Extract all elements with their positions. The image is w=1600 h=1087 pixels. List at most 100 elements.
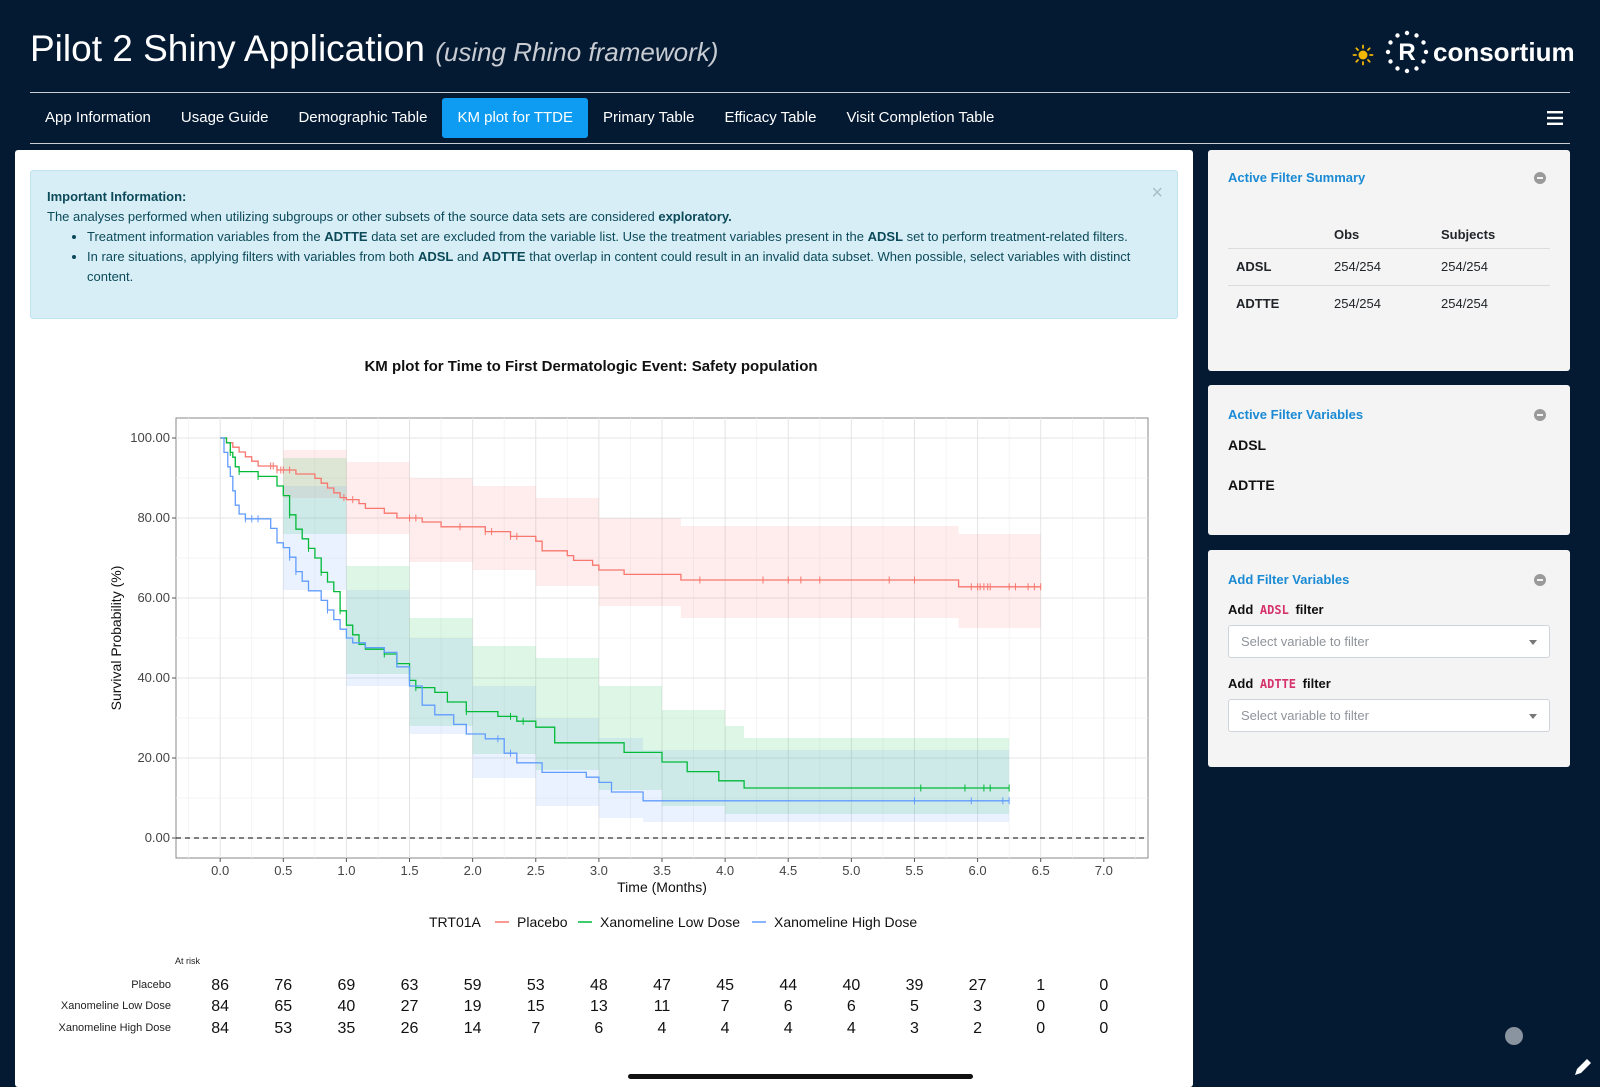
alert-bold: ADSL <box>867 229 904 244</box>
risk-count: 59 <box>464 977 482 994</box>
chart-title: KM plot for Time to First Dermatologic E… <box>364 358 817 375</box>
risk-count: 48 <box>590 977 608 994</box>
row-name: ADSL <box>1228 248 1326 286</box>
risk-count: 3 <box>910 1020 919 1037</box>
risk-count: 86 <box>211 977 229 994</box>
obs-cell: 254/254 <box>1326 248 1433 286</box>
select-placeholder: Select variable to filter <box>1241 634 1369 649</box>
add-adsl-label: Add ADSL filter <box>1228 602 1324 617</box>
collapse-icon[interactable] <box>1534 574 1546 586</box>
risk-count: 6 <box>784 998 793 1015</box>
x-tick-label: 5.5 <box>905 863 923 878</box>
risk-count: 5 <box>910 998 919 1015</box>
app-subtitle: (using Rhino framework) <box>435 37 719 67</box>
risk-count: 0 <box>1099 1020 1108 1037</box>
x-tick-label: 3.0 <box>590 863 608 878</box>
home-indicator <box>628 1074 973 1079</box>
alert-list: Treatment information variables from the… <box>87 227 1161 287</box>
dataset-label-adsl: ADSL <box>1228 437 1267 453</box>
risk-count: 40 <box>842 977 860 994</box>
add-word: Add <box>1228 676 1254 691</box>
ci-band-3 <box>220 438 1010 822</box>
ci-band-2 <box>220 438 1010 814</box>
tab-app-information[interactable]: App Information <box>45 109 151 126</box>
risk-count: 40 <box>338 998 356 1015</box>
r-consortium-logo: R consortium <box>1385 30 1575 74</box>
legend-item-1: Placebo <box>517 914 568 930</box>
risk-row-label: Xanomeline High Dose <box>58 1022 171 1034</box>
tab-demographic-table[interactable]: Demographic Table <box>298 109 428 126</box>
risk-row-label: Placebo <box>131 979 171 991</box>
app-header: Pilot 2 Shiny Application (using Rhino f… <box>0 0 1600 92</box>
risk-count: 6 <box>847 998 856 1015</box>
column-header: Obs <box>1326 222 1433 249</box>
y-tick-label: 100.00 <box>130 430 170 445</box>
tab-usage-guide[interactable]: Usage Guide <box>180 109 269 126</box>
hamburger-icon[interactable] <box>1546 108 1564 128</box>
adtte-code: ADTTE <box>1259 677 1297 691</box>
risk-count: 3 <box>973 998 982 1015</box>
x-tick-label: 5.0 <box>842 863 860 878</box>
close-icon[interactable]: × <box>1151 182 1163 204</box>
filter-summary-table: Obs Subjects ADSL 254/254 254/254 ADTTE … <box>1228 222 1550 322</box>
table-row: ADTTE 254/254 254/254 <box>1228 285 1550 322</box>
collapse-icon[interactable] <box>1534 409 1546 421</box>
column-header: Subjects <box>1433 222 1550 249</box>
tab-primary-table[interactable]: Primary Table <box>603 109 695 126</box>
km-curve-3 <box>220 437 1010 802</box>
alert-text: and <box>453 249 483 264</box>
sun-icon[interactable] <box>1352 44 1374 66</box>
risk-count: 53 <box>274 1020 292 1037</box>
y-tick-label: 0.00 <box>145 830 170 845</box>
main-nav: App Information Usage Guide Demographic Ta… <box>30 98 1009 138</box>
risk-count: 39 <box>906 977 924 994</box>
alert-bullet: Treatment information variables from the… <box>87 227 1161 247</box>
tab-efficacy-table[interactable]: Efficacy Table <box>724 109 817 126</box>
risk-count: 4 <box>658 1020 667 1037</box>
alert-text: that overlap in content could result in … <box>87 249 1131 284</box>
legend-item-3: Xanomeline High Dose <box>774 914 917 930</box>
adtte-variable-select[interactable]: Select variable to filter <box>1228 699 1550 732</box>
risk-count: 6 <box>594 1020 603 1037</box>
tab-visit-completion-table[interactable]: Visit Completion Table <box>846 109 995 126</box>
pencil-icon[interactable] <box>1573 1057 1593 1077</box>
nav-divider <box>30 143 1570 144</box>
row-name: ADTTE <box>1236 296 1280 312</box>
x-tick-label: 0.5 <box>274 863 292 878</box>
risk-count: 19 <box>464 998 482 1015</box>
filter-word: filter <box>1302 676 1331 691</box>
x-tick-label: 4.0 <box>716 863 734 878</box>
km-curve-1 <box>220 437 1041 588</box>
r-logo-letter: R <box>1398 39 1415 66</box>
collapse-icon[interactable] <box>1534 172 1546 184</box>
select-placeholder: Select variable to filter <box>1241 708 1369 723</box>
risk-count: 27 <box>969 977 987 994</box>
obs-cell: 254/254 <box>1334 296 1381 312</box>
main-content-card: Important Information: The analyses perf… <box>15 150 1193 1087</box>
risk-count: 27 <box>401 998 419 1015</box>
risk-table-header: At risk <box>175 956 201 966</box>
risk-count: 1 <box>1036 977 1045 994</box>
alert-bold: ADTTE <box>482 249 526 264</box>
add-filter-variables-card: Add Filter Variables Add ADSL filter Sel… <box>1208 550 1570 767</box>
logo-text: consortium <box>1433 36 1575 67</box>
risk-count: 47 <box>653 977 671 994</box>
risk-count: 0 <box>1036 1020 1045 1037</box>
tab-km-plot-for-ttde[interactable]: KM plot for TTDE <box>442 98 589 138</box>
column-header <box>1228 222 1326 249</box>
header-divider <box>30 92 1570 93</box>
page-title: Pilot 2 Shiny Application (using Rhino f… <box>30 28 718 70</box>
risk-count: 7 <box>531 1020 540 1037</box>
risk-count: 53 <box>527 977 545 994</box>
risk-count: 84 <box>211 1020 229 1037</box>
alert-bullet: In rare situations, applying filters wit… <box>87 247 1161 287</box>
risk-count: 63 <box>401 977 419 994</box>
alert-text: Treatment information variables from the <box>87 229 325 244</box>
x-tick-label: 6.5 <box>1032 863 1050 878</box>
adsl-variable-select[interactable]: Select variable to filter <box>1228 625 1550 658</box>
floating-button[interactable] <box>1505 1027 1523 1045</box>
risk-count: 14 <box>464 1020 482 1037</box>
x-tick-label: 1.5 <box>400 863 418 878</box>
y-tick-label: 80.00 <box>137 510 170 525</box>
x-tick-label: 0.0 <box>211 863 229 878</box>
